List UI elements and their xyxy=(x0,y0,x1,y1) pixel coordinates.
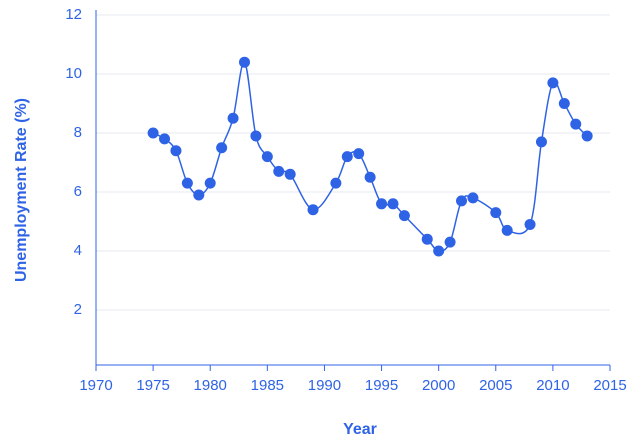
y-axis-title: Unemployment Rate (%) xyxy=(13,98,30,282)
point xyxy=(398,210,410,222)
x-tick-label: 1975 xyxy=(136,377,169,394)
y-tick-label: 8 xyxy=(74,124,82,141)
point xyxy=(547,77,559,89)
point xyxy=(433,245,445,257)
point xyxy=(170,145,182,157)
point xyxy=(147,127,159,139)
point xyxy=(284,168,296,180)
y-tick-label: 2 xyxy=(74,301,82,318)
point xyxy=(273,165,285,177)
y-tick-label: 4 xyxy=(74,242,82,259)
point xyxy=(181,177,193,189)
point xyxy=(387,198,399,210)
point xyxy=(524,218,536,230)
point xyxy=(364,171,376,183)
point xyxy=(238,56,250,68)
point xyxy=(456,195,468,207)
point xyxy=(535,136,547,148)
point xyxy=(558,98,570,109)
point xyxy=(261,151,273,163)
y-tick-label: 12 xyxy=(65,6,82,23)
point xyxy=(159,133,171,145)
point xyxy=(353,148,365,160)
y-tick-label: 10 xyxy=(65,65,82,82)
point xyxy=(227,112,239,124)
x-tick-label: 2010 xyxy=(536,377,569,394)
point xyxy=(570,118,582,130)
point xyxy=(193,189,205,201)
point xyxy=(467,192,479,204)
x-tick-label: 1990 xyxy=(308,377,341,394)
point xyxy=(204,177,216,189)
y-tick-label: 6 xyxy=(74,183,82,200)
point xyxy=(250,130,262,142)
x-tick-label: 2005 xyxy=(479,377,512,394)
x-tick-label: 1980 xyxy=(194,377,227,394)
point xyxy=(581,130,593,142)
point xyxy=(444,236,456,248)
point xyxy=(307,204,319,216)
x-tick-label: 2000 xyxy=(422,377,455,394)
point xyxy=(490,207,502,219)
point xyxy=(341,151,353,163)
x-tick-label: 1985 xyxy=(251,377,284,394)
point xyxy=(216,142,228,154)
x-tick-label: 1995 xyxy=(365,377,398,394)
point xyxy=(376,198,388,210)
point xyxy=(501,224,513,236)
x-tick-label: 1970 xyxy=(79,377,112,394)
point xyxy=(421,233,433,245)
line xyxy=(152,61,588,252)
x-axis-title: Year xyxy=(343,421,377,438)
x-tick-label: 2015 xyxy=(593,377,626,394)
point xyxy=(330,177,342,189)
